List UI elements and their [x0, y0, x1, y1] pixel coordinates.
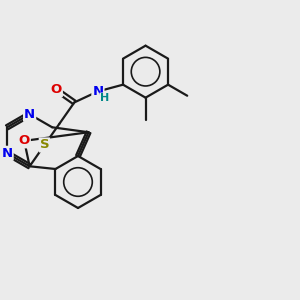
Text: O: O: [19, 134, 30, 147]
Text: O: O: [51, 83, 62, 96]
Text: N: N: [24, 108, 35, 121]
Text: H: H: [100, 93, 110, 103]
Text: N: N: [2, 147, 13, 160]
Text: S: S: [40, 139, 50, 152]
Text: N: N: [92, 85, 104, 98]
